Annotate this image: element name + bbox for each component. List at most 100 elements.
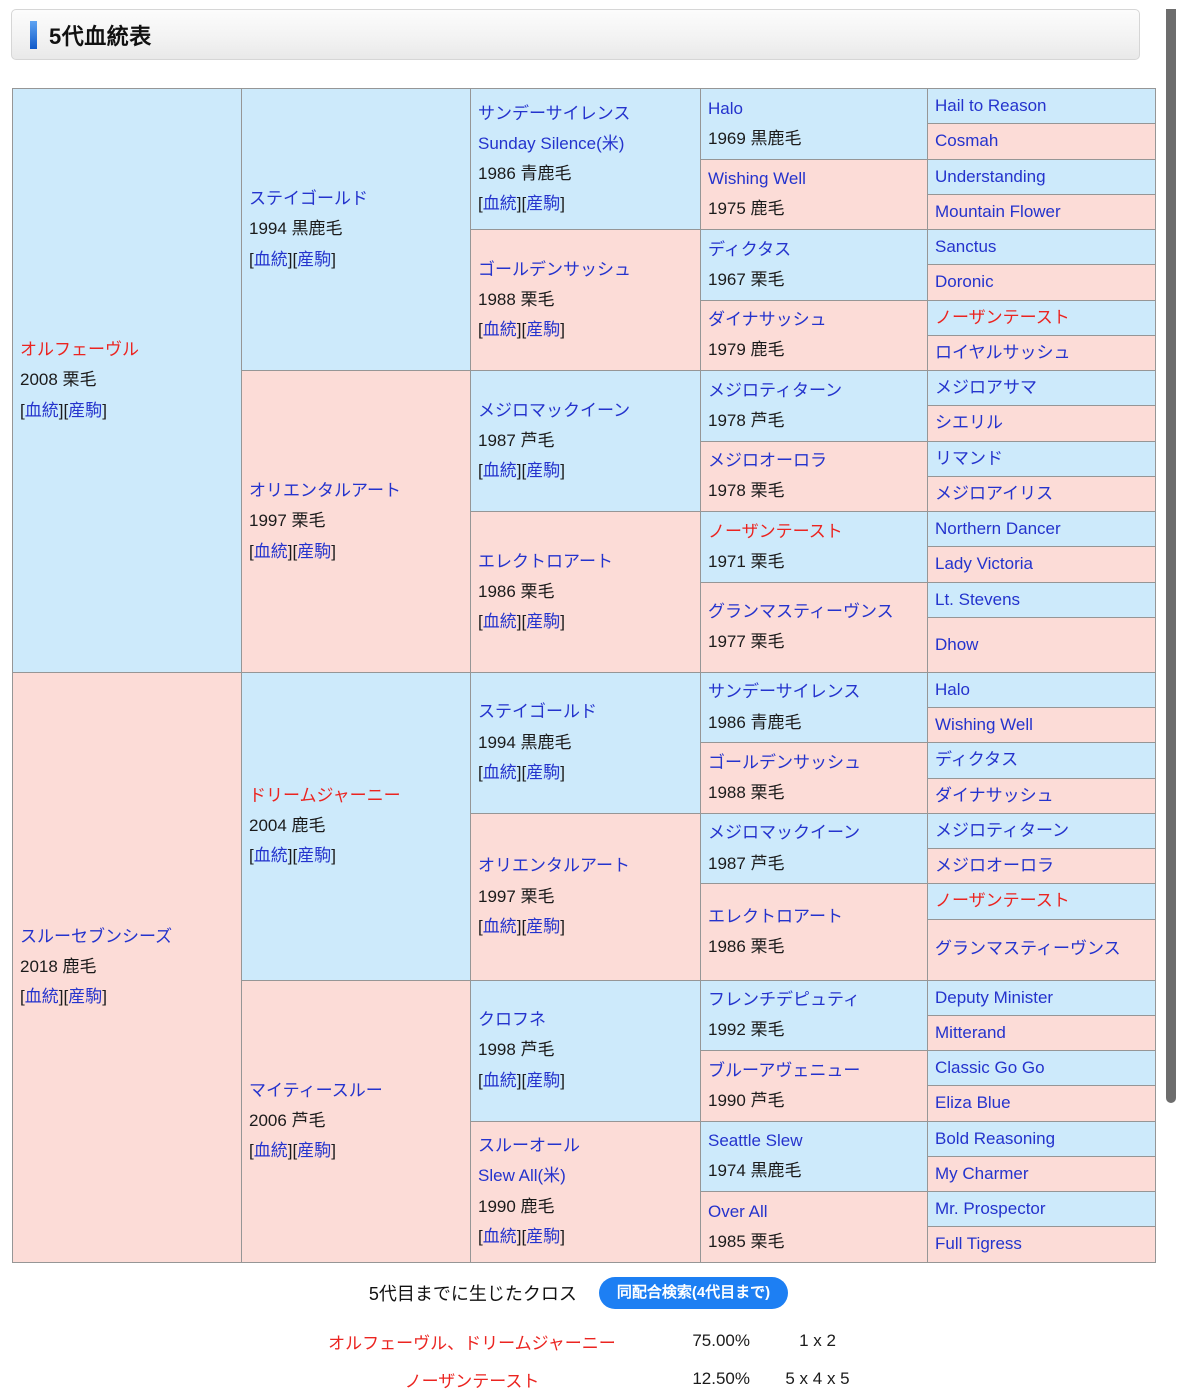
offspring-link[interactable]: 産駒 — [297, 1141, 332, 1161]
blood-link[interactable]: 血統 — [253, 846, 288, 866]
blood-link[interactable]: 血統 — [253, 541, 288, 561]
horse-link[interactable]: ダイナサッシュ — [708, 310, 827, 329]
blood-link[interactable]: 血統 — [482, 916, 517, 936]
horse-link[interactable]: Wishing Well — [935, 715, 1033, 734]
horse-link[interactable]: サンデーサイレンス — [478, 103, 631, 123]
offspring-link[interactable]: 産駒 — [297, 249, 332, 269]
horse-link[interactable]: Deputy Minister — [935, 987, 1054, 1007]
horse-link[interactable]: エレクトロアート — [708, 906, 843, 926]
horse-link[interactable]: Northern Dancer — [935, 519, 1061, 538]
horse-link[interactable]: サンデーサイレンス — [708, 682, 861, 702]
horse-link[interactable]: マイティースルー — [249, 1080, 383, 1100]
same-mating-search-button[interactable]: 同配合検索(4代目まで) — [598, 1276, 789, 1309]
blood-link[interactable]: 血統 — [24, 400, 59, 420]
horse-link[interactable]: メジロオーロラ — [935, 856, 1054, 875]
offspring-link[interactable]: 産駒 — [297, 541, 332, 561]
offspring-link[interactable]: 産駒 — [526, 461, 561, 481]
cross-horse-names[interactable]: ノーザンテースト — [404, 1371, 540, 1391]
horse-link[interactable]: Over All — [708, 1201, 768, 1221]
horse-link[interactable]: ノーザンテースト — [935, 891, 1070, 911]
blood-link[interactable]: 血統 — [482, 1226, 517, 1246]
blood-link[interactable]: 血統 — [482, 320, 517, 340]
blood-link[interactable]: 血統 — [482, 461, 517, 481]
horse-link[interactable]: Lady Victoria — [935, 554, 1033, 574]
horse-link[interactable]: ノーザンテースト — [708, 521, 843, 541]
offspring-link[interactable]: 産駒 — [68, 400, 103, 420]
horse-latin-link[interactable]: Sunday Silence(米) — [478, 133, 625, 153]
horse-link[interactable]: Understanding — [935, 166, 1046, 186]
horse-link[interactable]: Lt. Stevens — [935, 589, 1021, 609]
pedigree-row: オリエンタルアート 1997 栗毛 [血統][産駒] メジロマックイーン 198… — [13, 812, 1156, 981]
horse-info: 1978 栗毛 — [708, 481, 785, 501]
horse-link[interactable]: フレンチデピュティ — [708, 990, 860, 1009]
blood-link[interactable]: 血統 — [253, 249, 288, 269]
horse-link[interactable]: ゴールデンサッシュ — [708, 752, 861, 772]
horse-link[interactable]: Eliza Blue — [935, 1093, 1011, 1113]
horse-link[interactable]: メジロマックイーン — [708, 823, 861, 843]
horse-link[interactable]: Doronic — [935, 272, 994, 292]
offspring-link[interactable]: 産駒 — [297, 846, 332, 866]
horse-link[interactable]: メジロアサマ — [935, 378, 1037, 397]
horse-link[interactable]: メジロティターン — [935, 820, 1070, 840]
horse-link[interactable]: ダイナサッシュ — [935, 785, 1054, 805]
horse-link[interactable]: メジロオーロラ — [708, 451, 827, 470]
blood-link[interactable]: 血統 — [253, 1141, 288, 1161]
offspring-link[interactable]: 産駒 — [526, 916, 561, 936]
horse-link[interactable]: Mitterand — [935, 1022, 1006, 1042]
horse-link[interactable]: Halo — [935, 679, 970, 699]
horse-link[interactable]: Full Tigress — [935, 1234, 1022, 1254]
horse-link[interactable]: Classic Go Go — [935, 1058, 1045, 1077]
vertical-scrollbar[interactable] — [1166, 9, 1176, 1103]
blood-link[interactable]: 血統 — [24, 987, 59, 1007]
horse-link[interactable]: メジロアイリス — [935, 483, 1054, 503]
horse-link[interactable]: ディクタス — [708, 239, 792, 259]
horse-link[interactable]: エレクトロアート — [478, 551, 613, 571]
horse-link[interactable]: ディクタス — [935, 750, 1019, 770]
offspring-link[interactable]: 産駒 — [526, 762, 561, 782]
horse-link[interactable]: グランマスティーヴンス — [708, 601, 894, 621]
horse-link[interactable]: オルフェーヴル — [20, 340, 139, 359]
horse-link[interactable]: スルーセブンシーズ — [20, 926, 173, 946]
horse-link[interactable]: リマンド — [935, 448, 1003, 468]
horse-link[interactable]: クロフネ — [478, 1010, 546, 1030]
horse-info: 1997 栗毛 — [478, 886, 555, 906]
blood-link[interactable]: 血統 — [482, 1070, 517, 1090]
offspring-link[interactable]: 産駒 — [526, 1070, 561, 1090]
horse-link[interactable]: メジロマックイーン — [478, 400, 631, 420]
offspring-link[interactable]: 産駒 — [526, 1226, 561, 1246]
horse-link[interactable]: Seattle Slew — [708, 1131, 803, 1150]
horse-link[interactable]: ノーザンテースト — [935, 307, 1070, 327]
horse-link[interactable]: シエリル — [935, 413, 1003, 433]
horse-link[interactable]: ゴールデンサッシュ — [478, 259, 631, 279]
blood-link[interactable]: 血統 — [482, 612, 517, 631]
horse-link[interactable]: Halo — [708, 98, 743, 118]
horse-link[interactable]: Bold Reasoning — [935, 1128, 1056, 1148]
horse-link[interactable]: Wishing Well — [708, 169, 806, 188]
horse-link[interactable]: Cosmah — [935, 131, 999, 151]
horse-link[interactable]: Sanctus — [935, 237, 997, 256]
pedigree-cell-g5: Lt. Stevens — [927, 581, 1156, 618]
offspring-link[interactable]: 産駒 — [526, 194, 561, 214]
horse-link[interactable]: Hail to Reason — [935, 96, 1047, 115]
offspring-link[interactable]: 産駒 — [526, 612, 561, 631]
horse-link[interactable]: メジロティターン — [708, 380, 843, 400]
horse-link[interactable]: ステイゴールド — [249, 189, 368, 209]
horse-link[interactable]: Mr. Prospector — [935, 1199, 1046, 1218]
horse-link[interactable]: スルーオール — [478, 1136, 580, 1155]
blood-link[interactable]: 血統 — [482, 194, 517, 214]
horse-link[interactable]: Mountain Flower — [935, 201, 1061, 221]
horse-link[interactable]: ブルーアヴェニュー — [708, 1060, 861, 1080]
horse-link[interactable]: グランマスティーヴンス — [935, 939, 1121, 959]
horse-link[interactable]: ドリームジャーニー — [249, 785, 401, 805]
horse-link[interactable]: オリエンタルアート — [478, 856, 630, 876]
horse-latin-link[interactable]: Slew All(米) — [478, 1166, 566, 1186]
offspring-link[interactable]: 産駒 — [526, 320, 561, 340]
blood-link[interactable]: 血統 — [482, 762, 517, 782]
offspring-link[interactable]: 産駒 — [68, 987, 103, 1007]
horse-link[interactable]: ステイゴールド — [478, 702, 597, 722]
horse-link[interactable]: ロイヤルサッシュ — [935, 342, 1071, 362]
cross-horse-names[interactable]: オルフェーヴル、ドリームジャーニー — [328, 1333, 616, 1353]
horse-link[interactable]: オリエンタルアート — [249, 481, 401, 500]
horse-link[interactable]: Dhow — [935, 634, 979, 654]
horse-link[interactable]: My Charmer — [935, 1163, 1029, 1183]
